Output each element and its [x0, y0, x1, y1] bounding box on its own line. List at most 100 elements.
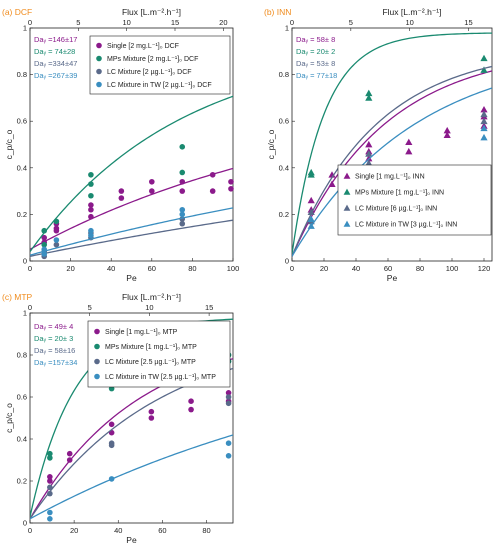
x-tick-label: 0	[28, 526, 32, 535]
data-point	[480, 110, 488, 118]
legend: Single [1 mg.L⁻¹]₀ INN MPs Mixture [1 mg.…	[337, 164, 492, 236]
legend-entry: LC Mixture in TW [2.5 µg.L⁻¹]₀ MTP	[105, 374, 216, 381]
data-point	[108, 421, 115, 428]
da-label: Daᵧ = 58± 8	[296, 35, 335, 44]
plot-frame	[291, 27, 493, 262]
data-point	[66, 457, 73, 463]
top-x-tick-label: 5	[76, 18, 80, 27]
top-x-tick-label: 0	[28, 18, 32, 27]
y-tick-label: 1	[285, 24, 289, 33]
data-point	[365, 94, 373, 101]
legend-entry: Single [1 mg.L⁻¹]₀ INN	[355, 174, 425, 181]
y-tick-label: 0.4	[17, 435, 27, 444]
data-point	[148, 408, 155, 415]
data-point	[47, 455, 53, 461]
legend-entry: LC Mixture in TW [2 µg.L⁻¹]₀ DCF	[107, 82, 212, 89]
data-point	[225, 453, 232, 459]
legend-entry: MPs Mixture [1 mg.L⁻¹]₀ INN	[355, 190, 444, 197]
x-tick-label: 60	[158, 526, 166, 535]
data-point	[148, 415, 155, 421]
series-teal	[292, 32, 492, 255]
data-point	[480, 124, 488, 132]
series-slate	[30, 367, 233, 520]
y-tick-label: 0.8	[17, 70, 27, 79]
data-point	[228, 178, 234, 185]
data-point	[405, 147, 413, 155]
panel-label-letter: (b)	[264, 7, 277, 17]
series-teal	[30, 95, 233, 253]
x-tick-label: 60	[384, 264, 392, 273]
data-point	[405, 138, 413, 146]
data-point	[307, 168, 315, 176]
legend-box	[337, 164, 492, 236]
legend-marker	[94, 343, 100, 350]
legend-entry: Single [2 mg.L⁻¹]₀ DCF	[107, 43, 179, 50]
data-point	[480, 105, 488, 113]
top-x-tick-label: 0	[290, 18, 294, 27]
panel-label-letter: (a)	[2, 7, 15, 17]
x-tick-label: 80	[416, 264, 424, 273]
data-point	[365, 159, 373, 167]
data-point	[41, 234, 48, 241]
da-label: Daᵧ =157±34	[34, 358, 77, 367]
top-x-tick-label: 15	[205, 303, 213, 312]
da-label: Daᵧ = 20± 2	[296, 47, 335, 56]
y-tick-label: 0.8	[17, 351, 27, 360]
y-axis-label: c_p/c_o	[4, 129, 14, 159]
data-point	[88, 232, 94, 239]
data-point	[88, 192, 94, 199]
legend-entry: MPs Mixture [2 mg.L⁻¹]₀ DCF	[107, 56, 198, 63]
legend-marker	[96, 81, 102, 88]
data-point	[47, 484, 53, 491]
data-point	[179, 220, 186, 227]
data-point	[88, 227, 94, 234]
legend-marker	[343, 188, 351, 195]
top-x-axis-label: Flux [L.m⁻².h⁻¹]	[382, 7, 441, 17]
legend-marker	[96, 68, 102, 75]
x-tick-label: 60	[148, 264, 156, 273]
x-tick-label: 100	[446, 264, 459, 273]
fit-curve	[30, 207, 233, 256]
da-label: Daᵧ =267±39	[34, 71, 77, 80]
data-point	[307, 208, 315, 215]
x-tick-label: 0	[28, 264, 32, 273]
fit-curve	[292, 65, 492, 257]
data-point	[480, 133, 488, 141]
y-tick-label: 0.2	[17, 210, 27, 219]
da-label: Daᵧ = 74±28	[34, 47, 75, 56]
top-x-tick-label: 10	[405, 18, 413, 27]
data-point	[118, 195, 125, 201]
legend-marker	[343, 172, 351, 179]
data-point	[47, 509, 53, 516]
x-tick-label: 40	[114, 526, 122, 535]
y-tick-label: 1	[23, 24, 27, 33]
data-point	[149, 178, 155, 185]
data-point	[225, 390, 232, 396]
x-tick-label: 20	[70, 526, 78, 535]
fit-curve	[30, 219, 233, 257]
top-x-tick-label: 20	[219, 18, 227, 27]
series-purple	[292, 70, 492, 257]
legend-entry: LC Mixture [2 µg.L⁻¹]₀ DCF	[107, 69, 192, 76]
top-x-axis-label: Flux [L.m⁻².h⁻¹]	[122, 292, 181, 302]
fit-curve	[30, 167, 233, 250]
fit-curve	[292, 87, 492, 257]
data-point	[41, 241, 48, 248]
y-tick-label: 1	[23, 309, 27, 318]
top-x-tick-label: 0	[28, 303, 32, 312]
panel-label-compound: DCF	[15, 7, 32, 17]
legend-entry: MPs Mixture [1 mg.L⁻¹]₀ MTP	[105, 344, 197, 351]
y-tick-label: 0	[23, 257, 27, 266]
data-point	[179, 206, 186, 213]
legend-entry: LC Mixture [2.5 µg.L⁻¹]₀ MTP	[105, 359, 196, 366]
panel-label: (b) INN	[264, 7, 291, 17]
top-x-tick-label: 10	[122, 18, 130, 27]
data-point	[443, 131, 451, 139]
data-point	[328, 171, 336, 178]
da-label: Daᵧ =146±17	[34, 35, 77, 44]
data-point	[365, 140, 373, 148]
panel-label-letter: (c)	[2, 292, 14, 302]
legend-marker	[94, 358, 100, 365]
